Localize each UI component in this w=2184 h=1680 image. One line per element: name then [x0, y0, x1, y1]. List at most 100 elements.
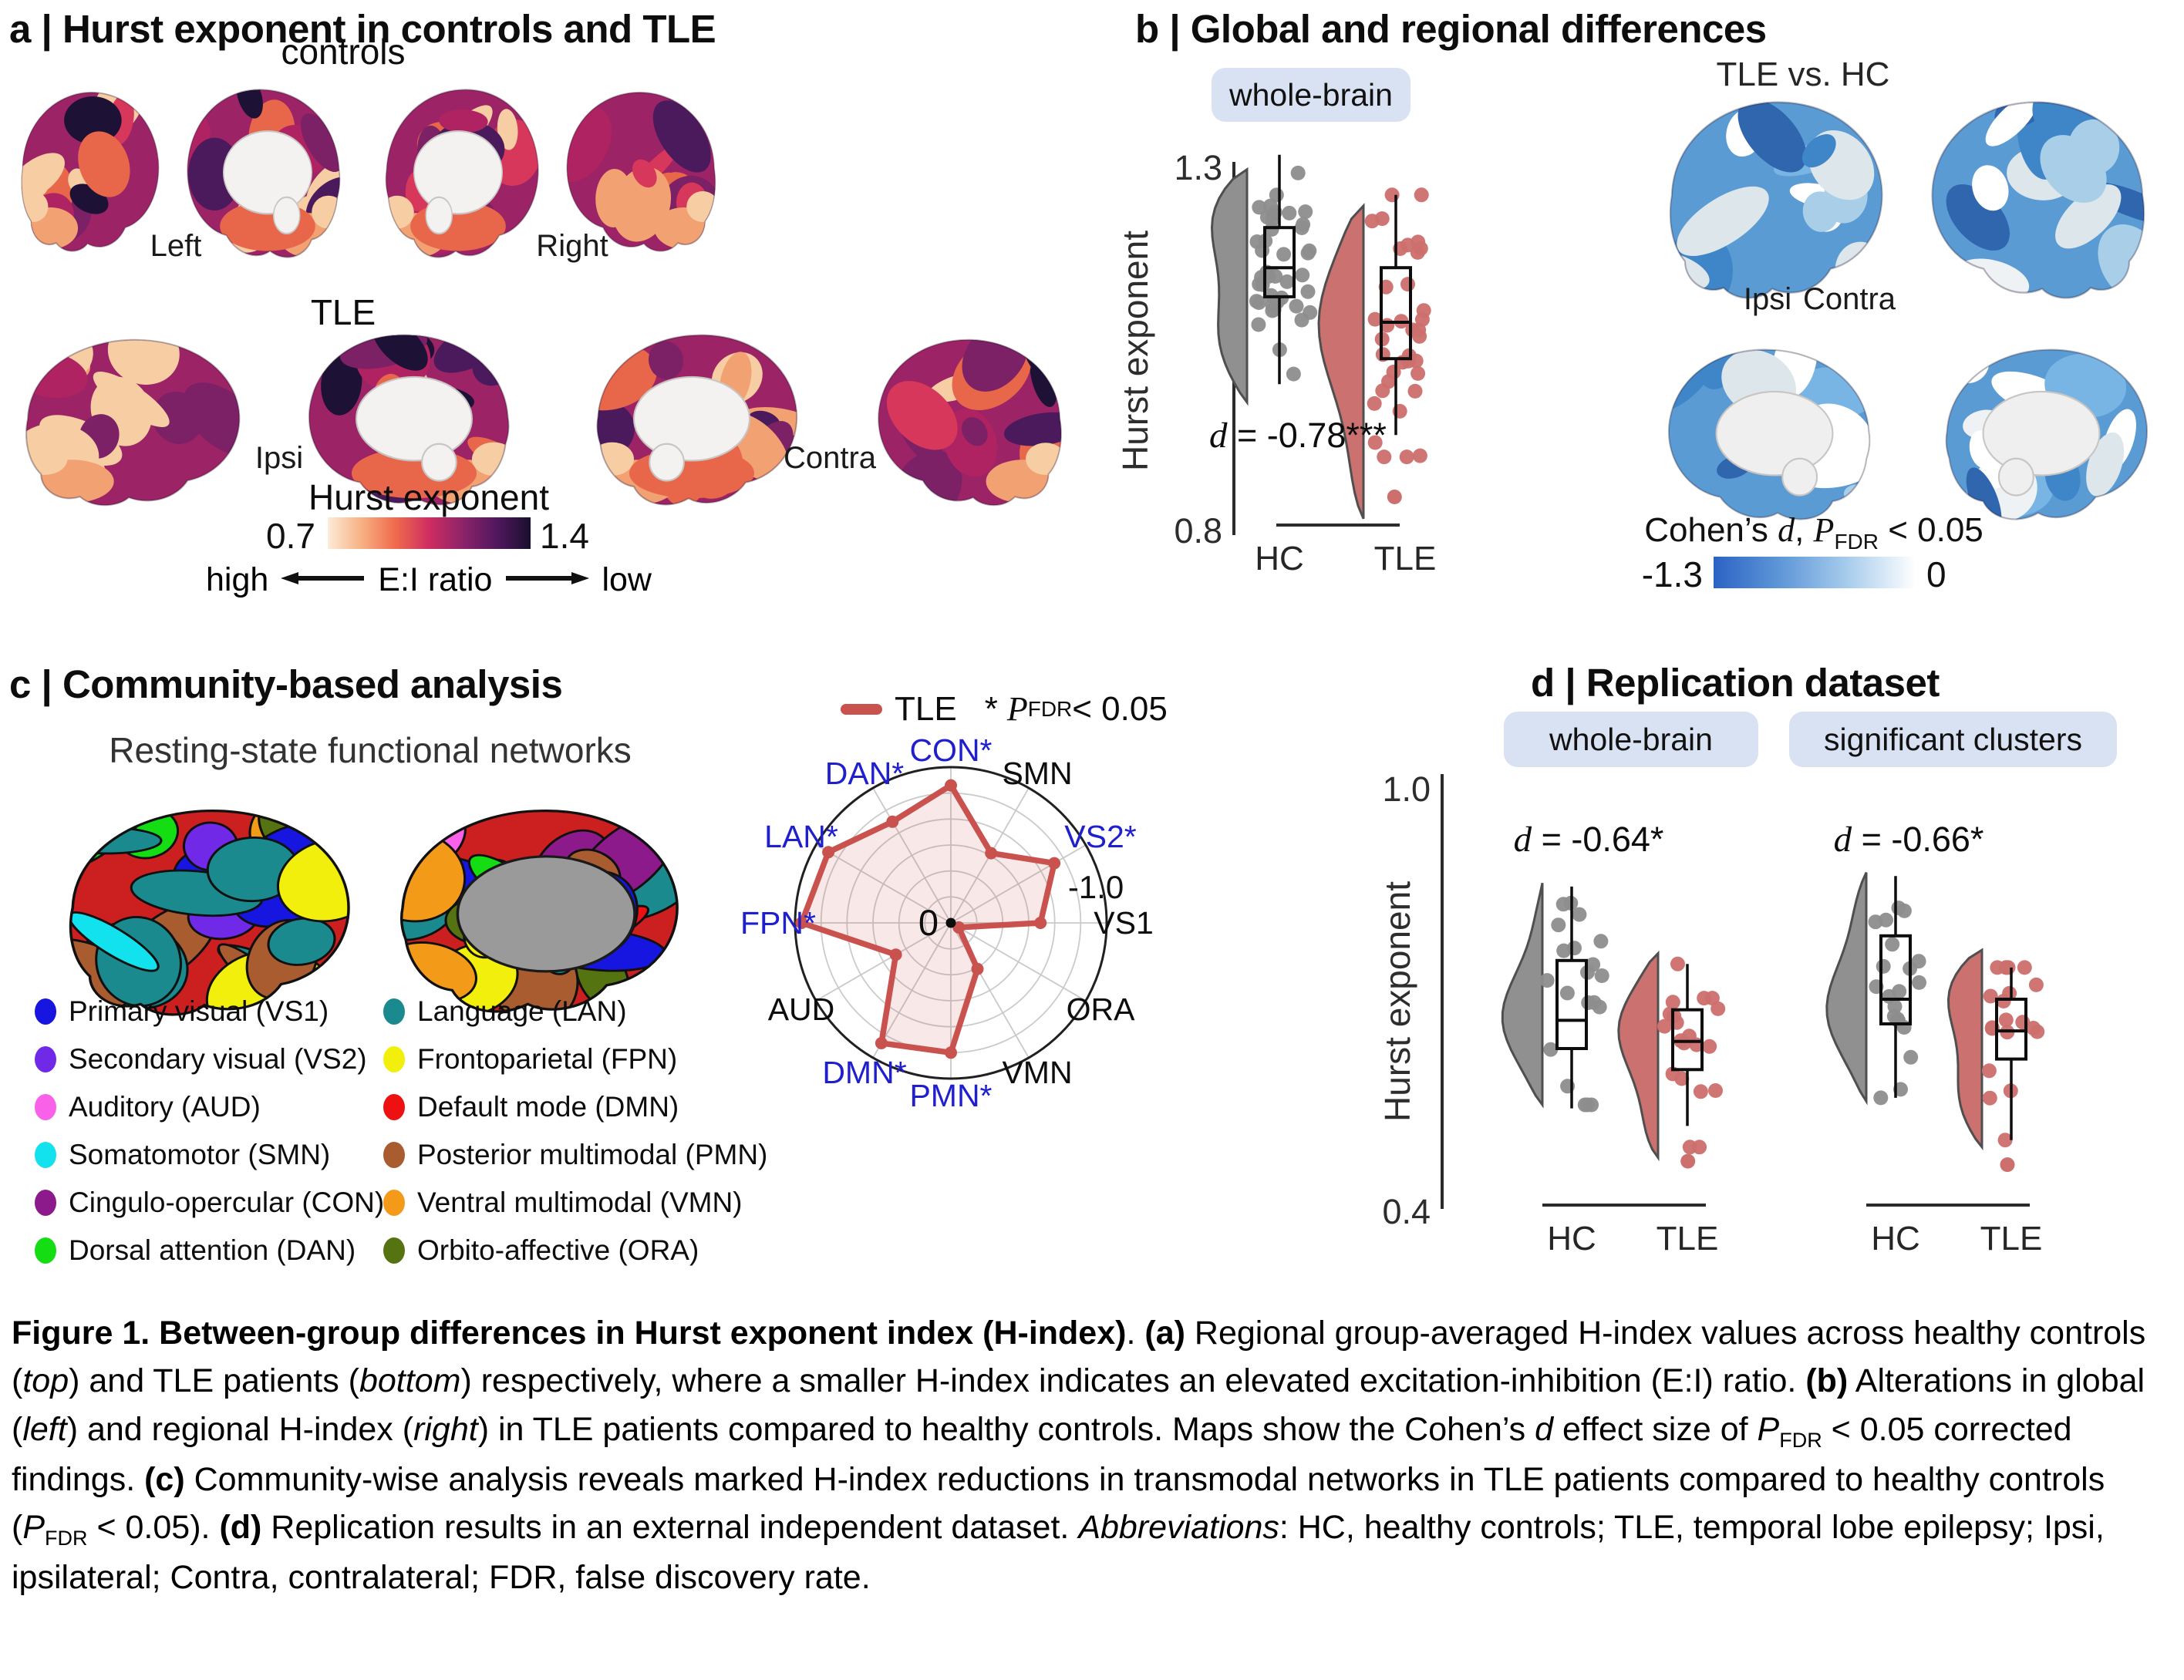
network-label: Ventral multimodal (VMN) — [417, 1187, 743, 1218]
network-color-dot — [35, 1237, 56, 1264]
radar-axis-label-vs1: VS1 — [1094, 905, 1154, 941]
panel-d-y-axis — [1441, 774, 1444, 1209]
radar-axis-label-vs2: VS2* — [1064, 819, 1136, 854]
legend-item: Cingulo-opercular (CON) — [35, 1181, 384, 1224]
radar-axis-label-dan: DAN* — [825, 756, 905, 791]
caption-segment: ) respectively, where a smaller H-index … — [460, 1362, 1806, 1400]
network-label: Frontoparietal (FPN) — [417, 1043, 678, 1075]
network-label: Default mode (DMN) — [417, 1091, 679, 1123]
cohens-label-mid: , — [1795, 511, 1814, 549]
network-color-dot — [383, 1046, 405, 1072]
caption-segment: effect size of — [1553, 1410, 1758, 1448]
network-label: Primary visual (VS1) — [69, 995, 329, 1027]
panel-b-colorbar-label: Cohen’s d, PFDR < 0.05 — [1644, 510, 1983, 554]
caption-segment: top — [22, 1362, 69, 1400]
legend-item: Primary visual (VS1) — [35, 990, 329, 1033]
caption-segment: ) in TLE patients compared to healthy co… — [477, 1410, 1535, 1448]
panel-b-ipsi-label: Ipsi — [1743, 282, 1792, 316]
radar-axis-label-aud: AUD — [768, 992, 835, 1027]
caption-segment: (a) — [1144, 1315, 1185, 1352]
panel-a-contra-label: Contra — [783, 441, 877, 475]
fdr-subscript: FDR — [1834, 530, 1879, 554]
radar-legend-threshold: < 0.05 — [1072, 689, 1168, 728]
p-symbol: P — [1006, 690, 1028, 728]
effect-d-symbol: d — [1513, 820, 1532, 860]
panel-c-title: c | Community-based analysis — [9, 662, 563, 706]
box-hc — [1555, 958, 1588, 1051]
panel-d-x-axis-2 — [1866, 1204, 2030, 1207]
brain-map-controls-lateral-right — [558, 77, 730, 258]
violin-tle — [1617, 950, 1660, 1162]
panel-d-chip-whole-brain: whole-brain — [1504, 712, 1758, 767]
figure-caption: Figure 1. Between-group differences in H… — [12, 1309, 2172, 1602]
caption-segment: right — [413, 1410, 478, 1448]
panel-b-colorbar-min: -1.3 — [1641, 554, 1703, 594]
panel-d-title: d | Replication dataset — [1531, 661, 1940, 705]
panel-d-xlabel-hc2: HC — [1871, 1220, 1920, 1257]
brain-map-controls-lateral-left — [8, 77, 167, 258]
panel-b-raincloud-plot — [1210, 154, 1431, 520]
panel-d-xlabel-hc1: HC — [1547, 1220, 1596, 1257]
radar-axis-label-lan: LAN* — [764, 819, 838, 854]
panel-b-colorbar — [1714, 557, 1916, 588]
radar-center-label: 0 — [918, 902, 939, 943]
panel-a-colorbar-min: 0.7 — [266, 516, 315, 556]
brain-map-tle-lateral-contra — [867, 324, 1080, 513]
panel-d-effect-size-1: d = -0.64* — [1514, 819, 1664, 860]
effect-d-value: = -0.78*** — [1227, 416, 1387, 455]
network-color-dot — [35, 1190, 56, 1216]
panel-a-group-controls: controls — [281, 32, 406, 72]
legend-item: Default mode (DMN) — [383, 1086, 679, 1129]
caption-segment: P — [1757, 1410, 1780, 1448]
caption-segment: (c) — [144, 1460, 185, 1498]
network-color-dot — [35, 1142, 56, 1168]
legend-item: Frontoparietal (FPN) — [383, 1038, 677, 1081]
radar-legend: TLE * P FDR < 0.05 — [841, 689, 1168, 729]
panel-a-colorbar-max: 1.4 — [540, 516, 589, 556]
radar-axis-label-smn: SMN — [1002, 756, 1072, 791]
panel-b-map-title: TLE vs. HC — [1716, 56, 1890, 93]
legend-item: Language (LAN) — [383, 990, 627, 1033]
panel-d-effect-size-2: d = -0.66* — [1834, 819, 1984, 860]
violin-tle — [1317, 203, 1365, 520]
panel-b-xlabel-hc: HC — [1255, 540, 1304, 577]
network-color-dot — [383, 998, 405, 1025]
violin-hc — [1210, 167, 1249, 406]
network-color-dot — [383, 1142, 405, 1168]
caption-segment: left — [22, 1410, 67, 1448]
ei-ratio-label: E:I ratio — [378, 561, 493, 598]
network-color-dot — [35, 1094, 56, 1120]
effect-d-value: = -0.64* — [1532, 820, 1664, 859]
panel-b-chip-whole-brain: whole-brain — [1212, 68, 1410, 122]
network-color-dot — [383, 1237, 405, 1264]
panel-a-ipsi-label: Ipsi — [254, 441, 304, 475]
caption-segment: P — [22, 1509, 46, 1547]
network-color-dot — [383, 1094, 405, 1120]
box-tle — [1995, 998, 2027, 1061]
radar-axis-label-pmn: PMN* — [909, 1078, 992, 1113]
panel-a-left-label: Left — [150, 229, 202, 263]
violin-tle — [1946, 948, 1983, 1151]
cohens-label-pre: Cohen’s — [1644, 511, 1778, 549]
legend-item: Ventral multimodal (VMN) — [383, 1181, 743, 1224]
radar-axis-label-con: CON* — [909, 732, 992, 768]
arrow-right-icon — [504, 571, 590, 589]
caption-segment: Regional group-averaged H-index values a… — [12, 1315, 2146, 1400]
effect-d-value: = -0.66* — [1852, 820, 1984, 859]
tle-line-icon — [841, 703, 882, 715]
legend-item: Dorsal attention (DAN) — [35, 1229, 356, 1272]
panel-b-ytick-bottom: 0.8 — [1174, 511, 1222, 550]
caption-segment: < 0.05). — [87, 1509, 220, 1547]
caption-segment: . — [1126, 1315, 1145, 1352]
panel-d-y-axis-label: Hurst exponent — [1377, 881, 1417, 1122]
caption-segment: d — [1535, 1410, 1553, 1448]
brain-map-tle-lateral-ipsi — [5, 324, 253, 513]
radar-legend-series: TLE — [895, 689, 957, 728]
box-hc — [1879, 934, 1912, 1026]
legend-item: Auditory (AUD) — [35, 1086, 261, 1129]
box-tle — [1671, 1008, 1704, 1072]
network-legend: Primary visual (VS1) Secondary visual (V… — [23, 990, 779, 1298]
panel-a-colorbar — [328, 517, 531, 549]
caption-segment: ) and regional H-index ( — [66, 1410, 414, 1448]
